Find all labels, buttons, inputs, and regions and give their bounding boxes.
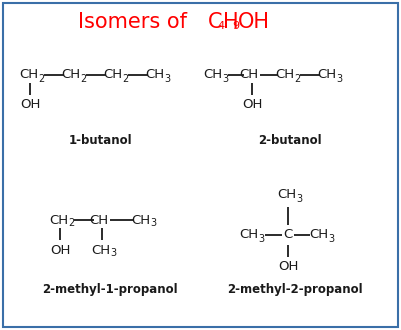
Text: CH: CH xyxy=(277,188,296,202)
Text: 4: 4 xyxy=(217,21,224,31)
Text: CH: CH xyxy=(203,69,222,82)
Text: 3: 3 xyxy=(258,234,264,244)
Text: 2: 2 xyxy=(38,74,44,83)
Text: 2: 2 xyxy=(122,74,128,83)
Text: 1-butanol: 1-butanol xyxy=(68,134,132,147)
Text: CH: CH xyxy=(19,69,38,82)
Text: 3: 3 xyxy=(110,248,116,258)
Text: CH: CH xyxy=(61,69,80,82)
Text: 2: 2 xyxy=(80,74,86,83)
Text: CH: CH xyxy=(131,214,150,226)
Text: CH: CH xyxy=(239,228,258,242)
Text: CH: CH xyxy=(103,69,122,82)
Text: H: H xyxy=(223,12,239,32)
Text: 3: 3 xyxy=(336,74,342,83)
Text: OH: OH xyxy=(278,260,298,274)
Text: CH: CH xyxy=(145,69,164,82)
Text: 2: 2 xyxy=(68,218,74,228)
Text: OH: OH xyxy=(50,244,70,256)
Text: 9: 9 xyxy=(232,21,239,31)
Text: CH: CH xyxy=(275,69,294,82)
Text: CH: CH xyxy=(317,69,336,82)
Text: 3: 3 xyxy=(328,234,334,244)
Text: 2-butanol: 2-butanol xyxy=(258,134,322,147)
Text: 3: 3 xyxy=(150,218,156,228)
Text: C: C xyxy=(208,12,223,32)
Text: OH: OH xyxy=(238,12,270,32)
Text: 3: 3 xyxy=(296,193,302,204)
Text: CH: CH xyxy=(239,69,258,82)
Text: OH: OH xyxy=(20,98,40,112)
Text: OH: OH xyxy=(242,98,262,112)
Text: CH: CH xyxy=(89,214,108,226)
Text: 2: 2 xyxy=(294,74,300,83)
Text: C: C xyxy=(284,228,293,242)
Text: CH: CH xyxy=(91,244,110,256)
Text: 3: 3 xyxy=(164,74,170,83)
Text: CH: CH xyxy=(49,214,68,226)
Text: 2-methyl-1-propanol: 2-methyl-1-propanol xyxy=(42,283,178,296)
Text: CH: CH xyxy=(309,228,328,242)
Text: 2-methyl-2-propanol: 2-methyl-2-propanol xyxy=(227,283,363,296)
Text: 3: 3 xyxy=(222,74,228,83)
Text: Isomers of: Isomers of xyxy=(78,12,200,32)
